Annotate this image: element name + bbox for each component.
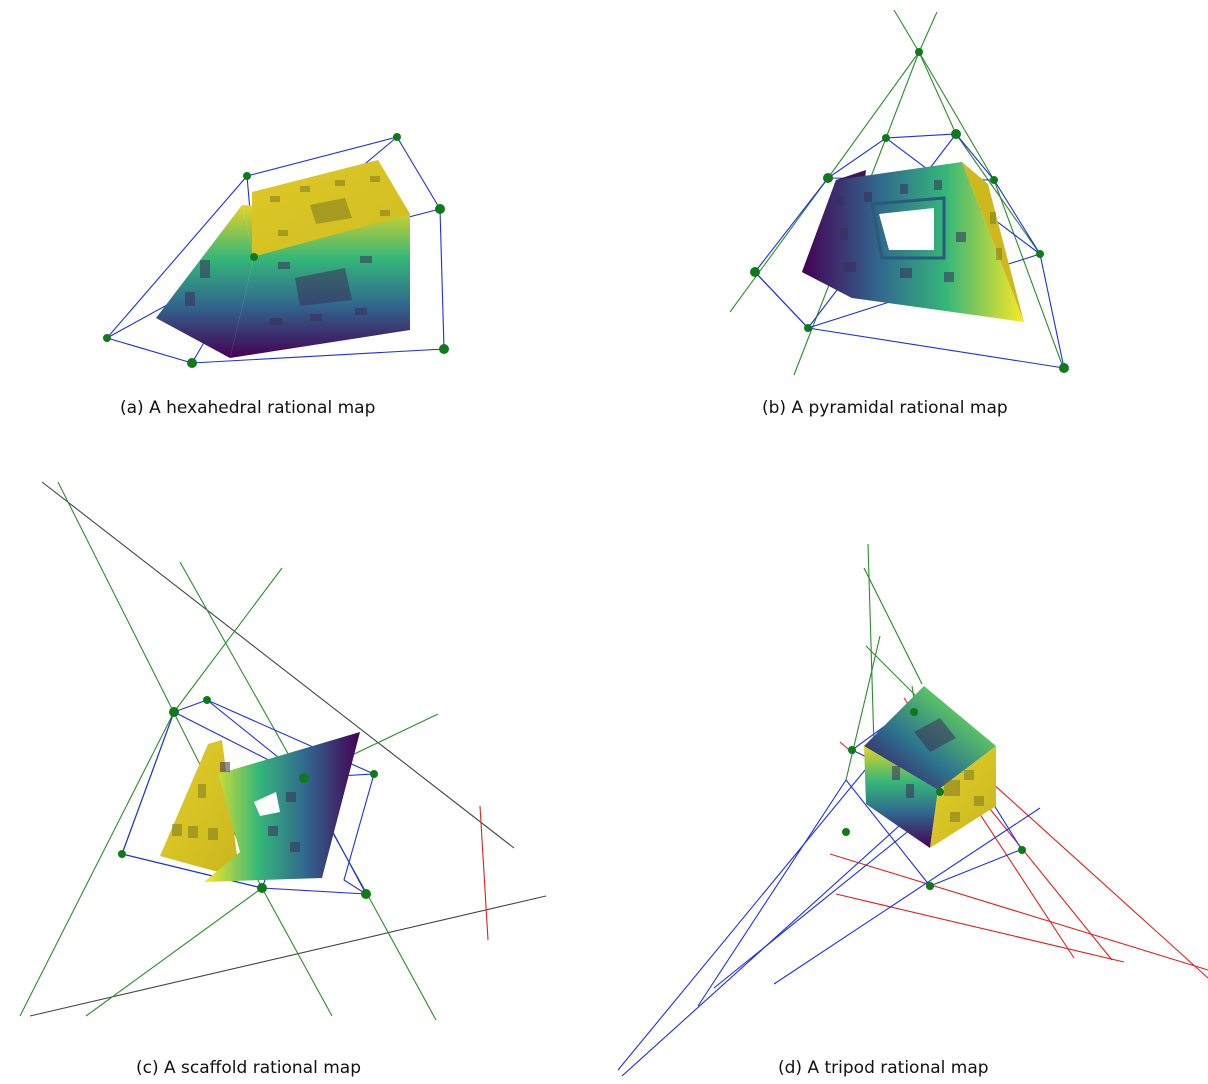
panel-d: (d) A tripod rational map	[604, 450, 1208, 1084]
caption-d: (d) A tripod rational map	[778, 1058, 989, 1078]
caption-b: (b) A pyramidal rational map	[762, 398, 1008, 418]
panel-c: (c) A scaffold rational map	[0, 450, 604, 1084]
pyramidal-map-figure	[729, 9, 1069, 376]
scaffold-map-figure	[19, 481, 547, 1021]
caption-a: (a) A hexahedral rational map	[120, 398, 376, 418]
hexahedral-map-figure	[103, 133, 449, 368]
solid-left-face	[864, 746, 938, 848]
panel-a: (a) A hexahedral rational map	[0, 0, 604, 420]
solid-right-face	[930, 746, 996, 848]
caption-c: (c) A scaffold rational map	[136, 1058, 361, 1078]
solid-side-face	[156, 205, 254, 358]
panel-b: (b) A pyramidal rational map	[604, 0, 1208, 420]
solid-front-face	[204, 732, 360, 882]
tripod-map-figure	[617, 543, 1208, 1077]
